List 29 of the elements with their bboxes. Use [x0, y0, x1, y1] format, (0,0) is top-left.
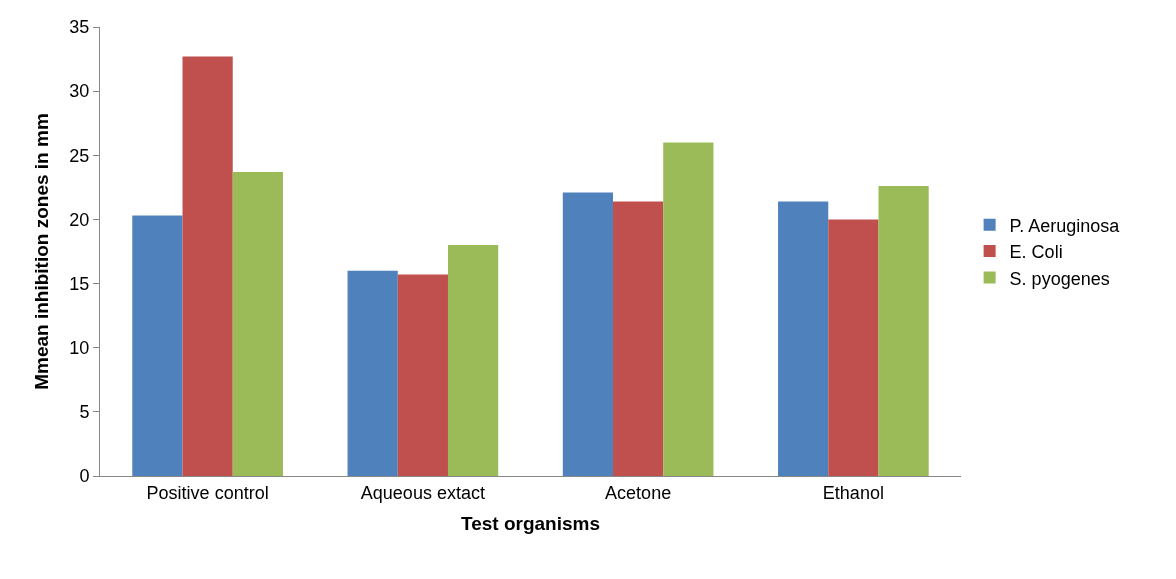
bar [663, 142, 714, 476]
y-tick-label: 25 [69, 145, 90, 166]
y-tick-label: 0 [79, 466, 90, 487]
y-tick-label: 20 [69, 209, 90, 230]
legend-label: S. pyogenes [1009, 268, 1110, 289]
y-tick-label: 5 [79, 402, 90, 423]
bar [347, 270, 398, 476]
bar [778, 201, 829, 476]
legend-label: E. Coli [1009, 242, 1063, 263]
bar [397, 274, 448, 476]
bar [878, 186, 929, 476]
y-tick-label: 15 [69, 273, 90, 294]
x-tick-label: Positive control [146, 482, 269, 503]
x-tick-label: Aqueous extact [360, 482, 485, 503]
x-axis-title: Test organisms [460, 513, 601, 535]
bar [182, 56, 233, 476]
y-tick-label: 10 [69, 338, 90, 359]
x-tick-label: Ethanol [822, 482, 884, 503]
bar [828, 219, 879, 476]
x-tick-label: Acetone [605, 482, 672, 503]
bar [562, 192, 614, 476]
y-tick-label: 30 [69, 81, 90, 102]
bar [232, 171, 283, 476]
y-axis-title: Mmean inhibition zones in mm [31, 113, 53, 390]
bar [447, 245, 499, 476]
bar [132, 215, 183, 476]
y-tick-label: 35 [69, 17, 90, 38]
legend-label: P. Aeruginosa [1009, 215, 1121, 236]
bar [613, 201, 664, 476]
